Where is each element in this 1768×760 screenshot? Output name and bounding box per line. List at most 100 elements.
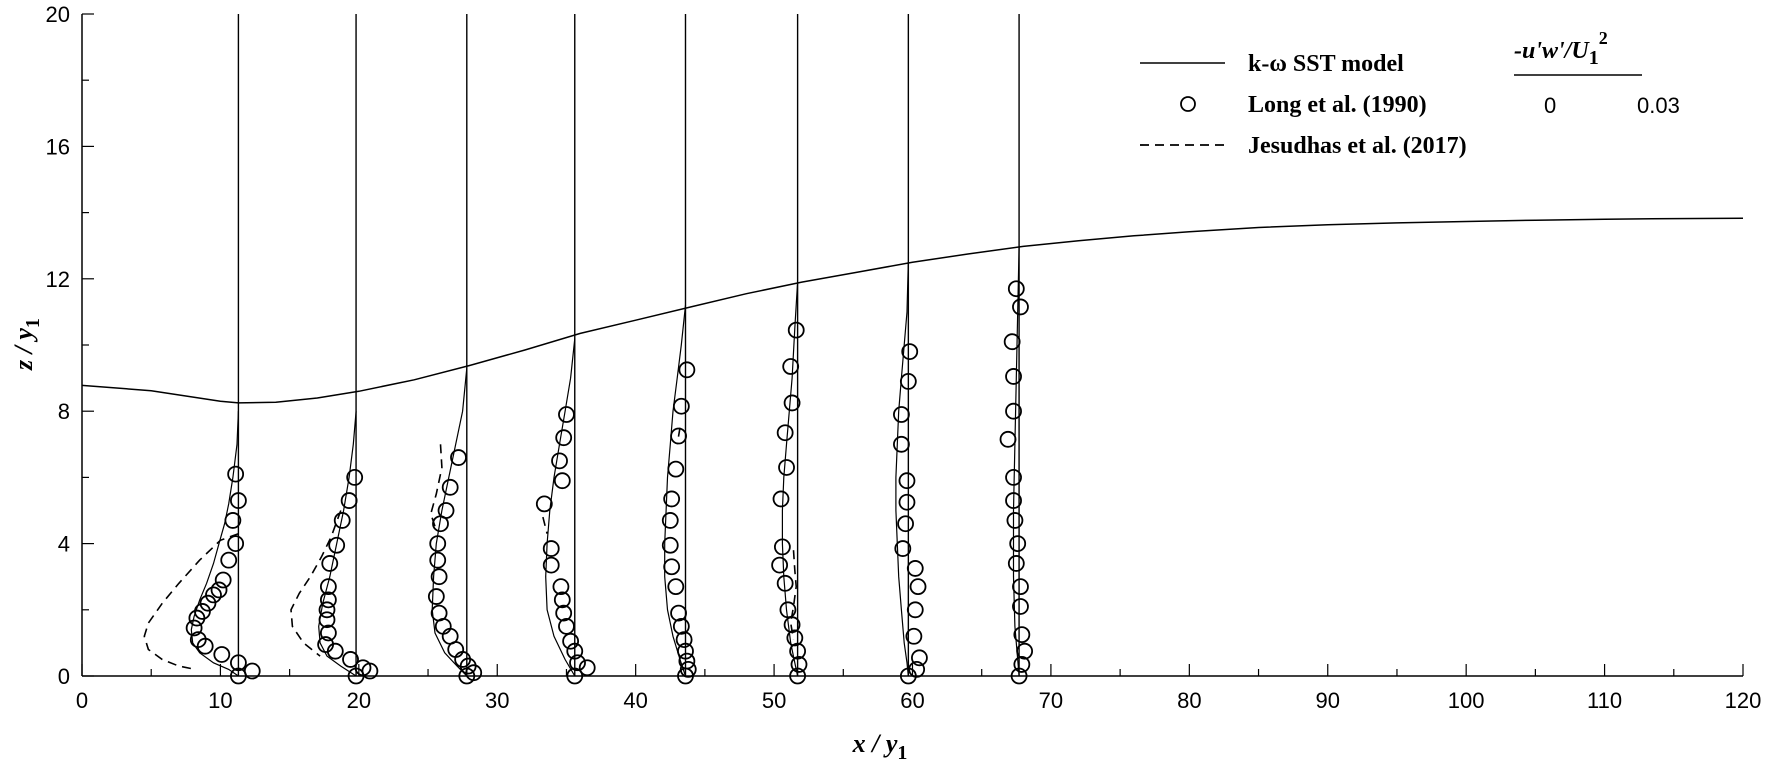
legend-long-circle-icon xyxy=(1180,96,1196,112)
x-tick-label: 50 xyxy=(762,688,786,713)
x-tick-label: 70 xyxy=(1039,688,1063,713)
long-data-point xyxy=(558,617,575,635)
long-data-point xyxy=(677,642,694,660)
long-data-point xyxy=(213,646,231,663)
long-data-point xyxy=(188,609,206,627)
y-tick-label: 8 xyxy=(58,399,70,424)
long-data-point xyxy=(210,581,228,599)
long-data-point xyxy=(783,616,801,634)
model-profile-3 xyxy=(545,338,576,677)
jesudhas-profile-3 xyxy=(542,516,548,534)
long-data-point xyxy=(551,452,568,470)
long-data-point xyxy=(542,540,560,557)
long-data-point xyxy=(787,321,805,339)
long-data-point xyxy=(569,654,586,672)
long-data-point xyxy=(661,512,679,529)
long-data-point xyxy=(230,654,247,672)
y-axis-label-subscript: 1 xyxy=(22,318,44,328)
long-data-point xyxy=(670,604,687,622)
long-data-point xyxy=(319,624,337,642)
long-data-point xyxy=(1013,626,1031,644)
x-axis-label-main: x / y xyxy=(852,729,898,758)
long-data-point xyxy=(430,568,448,586)
x-tick-label: 10 xyxy=(208,688,232,713)
scale-title-subscript: 1 xyxy=(1589,47,1599,69)
long-data-point xyxy=(999,430,1017,448)
long-data-point xyxy=(552,578,570,596)
jesudhas-profile-2 xyxy=(429,444,443,531)
long-data-point xyxy=(911,649,928,667)
legend-jesudhas-label: Jesudhas et al. (2017) xyxy=(1248,133,1467,159)
long-data-point xyxy=(319,578,337,596)
long-data-point xyxy=(224,512,242,529)
long-data-point xyxy=(905,627,923,645)
long-data-point xyxy=(897,515,914,533)
long-data-point xyxy=(898,472,916,490)
profile-scale-key: -u'w'/U12 0 0.03 xyxy=(1514,28,1680,118)
long-data-point xyxy=(661,536,679,554)
long-data-point xyxy=(562,632,580,650)
long-data-point xyxy=(909,578,927,596)
long-data-point xyxy=(678,361,696,379)
y-tick-label: 4 xyxy=(58,532,70,557)
long-data-point xyxy=(319,591,337,609)
x-tick-label: 30 xyxy=(485,688,509,713)
long-data-point xyxy=(321,555,339,572)
long-data-point xyxy=(675,631,693,648)
long-data-point xyxy=(779,601,797,619)
long-data-point xyxy=(535,495,553,513)
long-data-point xyxy=(328,536,346,554)
free-surface-line xyxy=(81,217,1744,404)
legend-model-label: k-ω SST model xyxy=(1248,51,1404,77)
long-data-point xyxy=(196,637,214,655)
x-tick-label: 110 xyxy=(1587,688,1622,713)
long-data-point xyxy=(441,478,459,496)
long-data-point xyxy=(553,472,571,490)
x-tick-label: 90 xyxy=(1316,688,1340,713)
model-profile-0 xyxy=(190,411,239,677)
long-data-point xyxy=(771,556,789,574)
long-data-point xyxy=(1005,468,1022,486)
long-data-point xyxy=(790,656,808,673)
long-data-point xyxy=(789,642,807,660)
long-data-point xyxy=(672,617,690,635)
y-axis-label-main: z / y xyxy=(9,328,38,371)
long-data-point xyxy=(776,574,794,592)
long-data-point xyxy=(906,560,924,577)
long-data-point xyxy=(1003,333,1021,351)
long-data-point xyxy=(1016,642,1034,660)
long-data-point xyxy=(214,571,232,589)
long-data-point xyxy=(670,427,687,445)
plot-area xyxy=(81,14,1744,685)
x-axis-label-subscript: 1 xyxy=(897,742,907,760)
long-data-point xyxy=(1007,555,1025,572)
long-data-point xyxy=(555,604,573,622)
long-data-point xyxy=(778,459,795,476)
long-data-point xyxy=(185,619,203,637)
long-data-point xyxy=(220,551,238,569)
long-data-point xyxy=(199,594,217,612)
y-tick-label: 16 xyxy=(46,134,70,159)
long-data-point xyxy=(663,558,681,576)
x-tick-label: 40 xyxy=(623,688,647,713)
long-data-point xyxy=(326,642,344,660)
long-data-point xyxy=(318,601,336,619)
long-data-point xyxy=(230,492,247,509)
long-data-point xyxy=(893,435,910,453)
long-data-point xyxy=(578,659,596,677)
long-data-point xyxy=(205,586,222,604)
y-axis-label: z / y1 xyxy=(9,318,44,371)
y-tick-label: 12 xyxy=(46,267,70,292)
x-tick-label: 20 xyxy=(347,688,371,713)
long-data-point xyxy=(1006,512,1024,529)
long-data-point xyxy=(1012,298,1029,316)
long-data-point xyxy=(227,465,245,483)
long-data-point xyxy=(1012,598,1029,615)
long-data-point xyxy=(667,460,685,478)
long-data-point xyxy=(555,429,573,447)
long-data-point xyxy=(340,492,358,509)
jesudhas-profile-1 xyxy=(290,510,342,657)
scale-min-label: 0 xyxy=(1544,93,1556,118)
long-data-point xyxy=(346,468,364,486)
long-data-point xyxy=(429,551,447,569)
